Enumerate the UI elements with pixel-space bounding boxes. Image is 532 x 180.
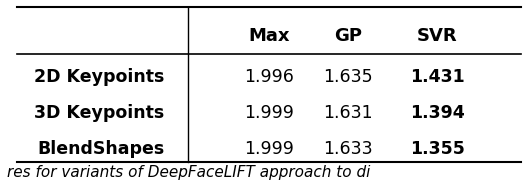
Text: 1.633: 1.633 <box>323 140 373 158</box>
Text: 1.999: 1.999 <box>244 140 294 158</box>
Text: 1.631: 1.631 <box>323 104 373 122</box>
Text: 1.996: 1.996 <box>244 68 294 86</box>
Text: res for variants of DeepFaceLIFT approach to di: res for variants of DeepFaceLIFT approac… <box>7 165 370 180</box>
Text: 1.355: 1.355 <box>410 140 465 158</box>
Text: 1.431: 1.431 <box>410 68 465 86</box>
Text: Max: Max <box>248 27 290 45</box>
Text: 3D Keypoints: 3D Keypoints <box>34 104 164 122</box>
Text: GP: GP <box>334 27 362 45</box>
Text: 1.635: 1.635 <box>323 68 373 86</box>
Text: BlendShapes: BlendShapes <box>37 140 164 158</box>
Text: 2D Keypoints: 2D Keypoints <box>34 68 164 86</box>
Text: SVR: SVR <box>417 27 458 45</box>
Text: 1.999: 1.999 <box>244 104 294 122</box>
Text: 1.394: 1.394 <box>410 104 465 122</box>
